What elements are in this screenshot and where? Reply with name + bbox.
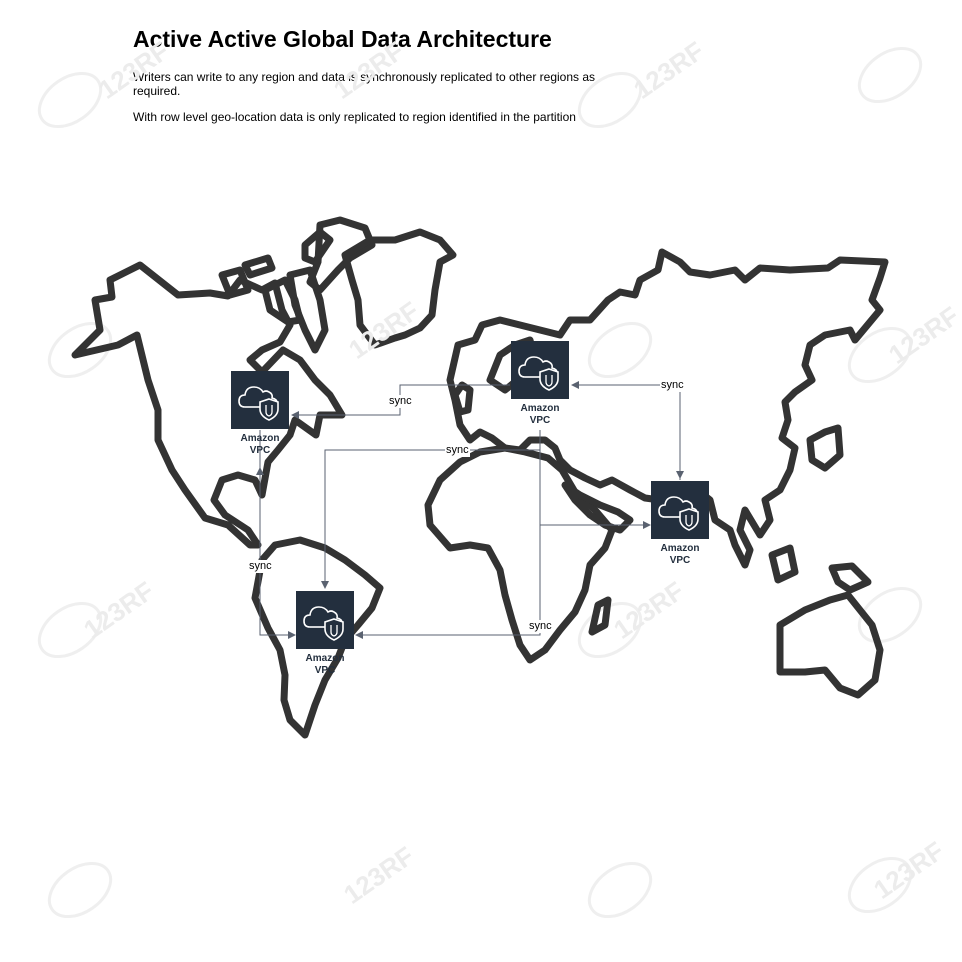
madagascar-outline xyxy=(588,596,612,636)
australia-outline xyxy=(776,591,884,699)
page-title: Active Active Global Data Architecture xyxy=(133,26,552,52)
connector-eu-to-sa-bottom xyxy=(355,430,541,639)
edge-label-sync: sync xyxy=(660,379,685,392)
indonesia-island-2 xyxy=(828,562,872,594)
hudson-island-1 xyxy=(218,266,252,299)
indonesia-island-1 xyxy=(768,544,799,584)
connector-na-to-sa xyxy=(259,430,296,639)
south-america-outline xyxy=(251,536,384,739)
sync-connectors xyxy=(256,381,684,639)
vpc-cloud-shield-icon xyxy=(518,356,559,391)
arctic-island-4 xyxy=(306,216,376,294)
vpc-label: Amazon VPC xyxy=(240,433,280,456)
edge-label-sync: sync xyxy=(528,620,553,633)
vpc-icon-tile xyxy=(296,591,354,649)
edge-label-sync: sync xyxy=(388,395,413,408)
japan-outline xyxy=(806,424,844,472)
connector-eu-to-sa-top xyxy=(321,430,541,589)
africa-outline xyxy=(424,444,616,664)
eurasia-outline xyxy=(446,248,889,569)
vpc-node-europe[interactable]: Amazon VPC xyxy=(511,341,569,426)
vpc-cloud-shield-icon xyxy=(238,386,279,421)
vpc-cloud-shield-icon xyxy=(303,606,344,641)
description-geo-location: With row level geo-location data is only… xyxy=(133,110,576,124)
vpc-cloud-shield-icon xyxy=(658,496,699,531)
vpc-icon-tile xyxy=(231,371,289,429)
vpc-label: Amazon VPC xyxy=(305,653,345,676)
watermark-layer xyxy=(37,46,923,919)
vpc-node-south-america[interactable]: Amazon VPC xyxy=(296,591,354,676)
hudson-island-2 xyxy=(241,254,276,279)
vpc-node-asia[interactable]: Amazon VPC xyxy=(651,481,709,566)
greenland-outline xyxy=(341,228,457,349)
british-isles-outline xyxy=(451,381,474,416)
vpc-node-north-america[interactable]: Amazon VPC xyxy=(231,371,289,456)
arabia-outline xyxy=(561,481,634,534)
world-map-outline xyxy=(71,216,889,739)
vpc-label: Amazon VPC xyxy=(520,403,560,426)
vpc-label: Amazon VPC xyxy=(660,543,700,566)
edge-label-sync: sync xyxy=(248,560,273,573)
north-america-outline xyxy=(71,261,346,549)
vpc-icon-tile xyxy=(511,341,569,399)
connector-as-to-eu xyxy=(571,381,681,480)
vpc-icon-tile xyxy=(651,481,709,539)
edge-label-sync: sync xyxy=(445,444,470,457)
description-replication: Writers can write to any region and data… xyxy=(133,70,596,98)
